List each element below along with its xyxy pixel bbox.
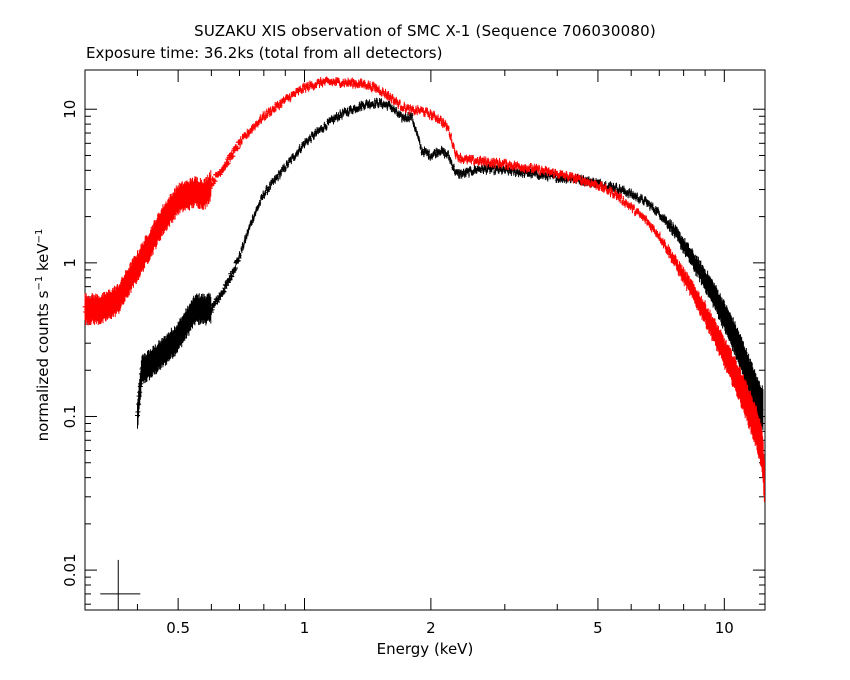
x-tick-label: 1 bbox=[300, 619, 310, 637]
x-tick-label: 0.5 bbox=[166, 619, 190, 637]
y-axis-label-text: normalized counts s bbox=[34, 290, 52, 442]
plot-frame bbox=[84, 69, 766, 611]
annotation-layer bbox=[100, 559, 141, 610]
x-tick-label: 2 bbox=[426, 619, 436, 637]
y-axis-label-exp2: −1 bbox=[34, 228, 45, 244]
y-tick-label: 0.01 bbox=[61, 553, 79, 586]
axis-tick-labels: 0.5 1 2 5 10 0.01 0.1 1 10 bbox=[61, 100, 734, 637]
chart-title: SUZAKU XIS observation of SMC X-1 (Seque… bbox=[194, 22, 656, 40]
y-tick-label: 1 bbox=[61, 258, 79, 268]
series-black bbox=[135, 97, 764, 431]
series-errorbars bbox=[82, 76, 766, 502]
y-axis-label-unit: keV bbox=[34, 243, 52, 276]
series-layer bbox=[82, 76, 766, 502]
y-axis-label: normalized counts s−1 keV−1 bbox=[34, 229, 52, 442]
chart-subtitle: Exposure time: 36.2ks (total from all de… bbox=[86, 44, 443, 62]
x-tick-label: 5 bbox=[593, 619, 603, 637]
x-tick-label: 10 bbox=[715, 619, 734, 637]
y-axis-label-exp1: −1 bbox=[34, 275, 45, 291]
y-tick-label: 0.1 bbox=[61, 405, 79, 429]
y-tick-label: 10 bbox=[61, 100, 79, 119]
x-axis-label: Energy (keV) bbox=[376, 640, 474, 658]
series-red bbox=[82, 76, 766, 502]
series-errorbars bbox=[135, 97, 764, 431]
